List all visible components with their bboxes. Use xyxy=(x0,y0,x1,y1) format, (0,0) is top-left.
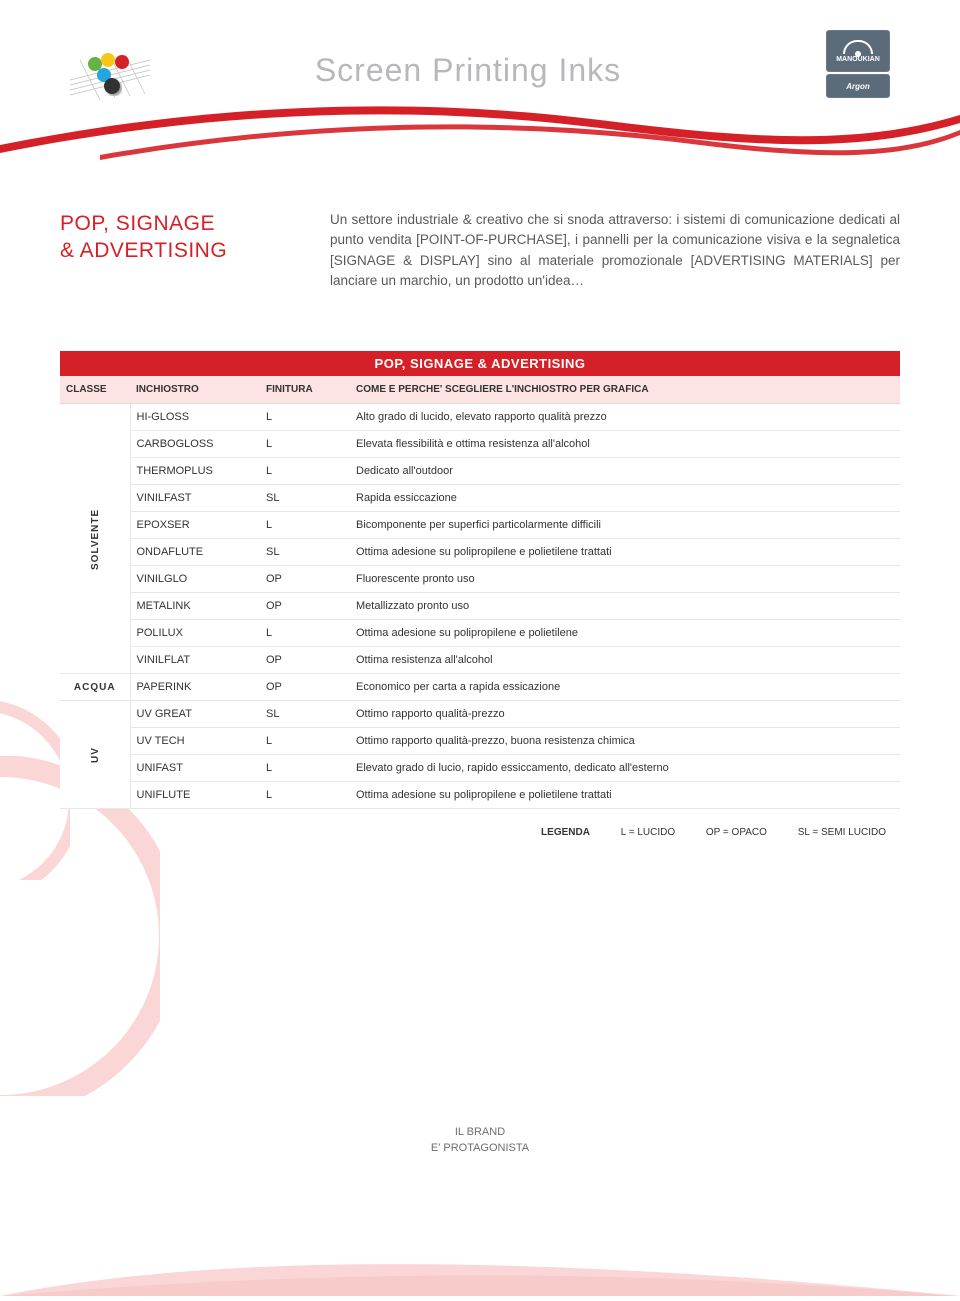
intro-title: POP, SIGNAGE & ADVERTISING xyxy=(60,210,290,291)
finish-cell: SL xyxy=(260,485,350,512)
desc-cell: Rapida essiccazione xyxy=(350,485,900,512)
desc-cell: Bicomponente per superfici particolarmen… xyxy=(350,512,900,539)
table-row: UVUV GREATSLOttimo rapporto qualità-prez… xyxy=(60,701,900,728)
finish-cell: OP xyxy=(260,647,350,674)
ink-cell: UNIFLUTE xyxy=(130,782,260,809)
table-row: ACQUAPAPERINKOPEconomico per carta a rap… xyxy=(60,674,900,701)
finish-cell: OP xyxy=(260,674,350,701)
brand-name-bottom: Argon xyxy=(846,82,870,91)
desc-cell: Fluorescente pronto uso xyxy=(350,566,900,593)
table-row: VINILFLATOPOttima resistenza all'alcohol xyxy=(60,647,900,674)
ink-cell: EPOXSER xyxy=(130,512,260,539)
legend: LEGENDA L = LUCIDO OP = OPACO SL = SEMI … xyxy=(60,827,900,838)
product-table-grid: CLASSE INCHIOSTRO FINITURA COME E PERCHE… xyxy=(60,376,900,809)
footer-tagline: IL BRAND E' PROTAGONISTA xyxy=(0,1125,960,1156)
desc-cell: Dedicato all'outdoor xyxy=(350,458,900,485)
desc-cell: Ottima adesione su polipropilene e polie… xyxy=(350,539,900,566)
table-row: UNIFASTLElevato grado di lucio, rapido e… xyxy=(60,755,900,782)
col-finitura: FINITURA xyxy=(260,376,350,404)
ink-cell: UNIFAST xyxy=(130,755,260,782)
finish-cell: L xyxy=(260,782,350,809)
ink-cell: POLILUX xyxy=(130,620,260,647)
classe-cell: UV xyxy=(60,701,130,809)
finish-cell: L xyxy=(260,458,350,485)
legend-sl: SL = SEMI LUCIDO xyxy=(798,827,886,838)
product-table: POP, SIGNAGE & ADVERTISING CLASSE INCHIO… xyxy=(60,351,900,809)
footer-line2: E' PROTAGONISTA xyxy=(431,1142,529,1154)
finish-cell: SL xyxy=(260,539,350,566)
desc-cell: Economico per carta a rapida essicazione xyxy=(350,674,900,701)
table-header-row: CLASSE INCHIOSTRO FINITURA COME E PERCHE… xyxy=(60,376,900,404)
desc-cell: Ottimo rapporto qualità-prezzo, buona re… xyxy=(350,728,900,755)
desc-cell: Ottima resistenza all'alcohol xyxy=(350,647,900,674)
desc-cell: Metallizzato pronto uso xyxy=(350,593,900,620)
classe-cell: ACQUA xyxy=(60,674,130,701)
decoration-bottom xyxy=(0,1196,960,1296)
ink-cell: UV GREAT xyxy=(130,701,260,728)
legend-label: LEGENDA xyxy=(541,827,590,838)
desc-cell: Ottimo rapporto qualità-prezzo xyxy=(350,701,900,728)
table-row: POLILUXLOttima adesione su polipropilene… xyxy=(60,620,900,647)
finish-cell: L xyxy=(260,431,350,458)
finish-cell: L xyxy=(260,728,350,755)
ink-cell: CARBOGLOSS xyxy=(130,431,260,458)
finish-cell: OP xyxy=(260,593,350,620)
col-classe: CLASSE xyxy=(60,376,130,404)
brand-badge-bottom: Argon xyxy=(826,74,890,98)
intro-body: Un settore industriale & creativo che si… xyxy=(330,210,900,291)
intro-section: POP, SIGNAGE & ADVERTISING Un settore in… xyxy=(60,210,900,291)
table-row: THERMOPLUSLDedicato all'outdoor xyxy=(60,458,900,485)
finish-cell: L xyxy=(260,404,350,431)
ink-cell: VINILFLAT xyxy=(130,647,260,674)
table-row: SOLVENTEHI-GLOSSLAlto grado di lucido, e… xyxy=(60,404,900,431)
desc-cell: Ottima adesione su polipropilene e polie… xyxy=(350,782,900,809)
logo-left-icon xyxy=(60,30,170,110)
ink-cell: HI-GLOSS xyxy=(130,404,260,431)
legend-op: OP = OPACO xyxy=(706,827,767,838)
table-row: CARBOGLOSSLElevata flessibilità e ottima… xyxy=(60,431,900,458)
page-title: Screen Printing Inks xyxy=(315,52,621,89)
brand-badge: MANOUKIAN Argon xyxy=(826,30,890,110)
desc-cell: Ottima adesione su polipropilene e polie… xyxy=(350,620,900,647)
classe-cell: SOLVENTE xyxy=(60,404,130,674)
desc-cell: Elevata flessibilità e ottima resistenza… xyxy=(350,431,900,458)
finish-cell: L xyxy=(260,620,350,647)
brand-badge-top: MANOUKIAN xyxy=(826,30,890,72)
table-row: VINILFASTSLRapida essiccazione xyxy=(60,485,900,512)
intro-title-line2: & ADVERTISING xyxy=(60,239,227,262)
ink-cell: THERMOPLUS xyxy=(130,458,260,485)
col-desc: COME E PERCHE' SCEGLIERE L'INCHIOSTRO PE… xyxy=(350,376,900,404)
ink-cell: VINILFAST xyxy=(130,485,260,512)
table-row: UV TECHLOttimo rapporto qualità-prezzo, … xyxy=(60,728,900,755)
finish-cell: SL xyxy=(260,701,350,728)
legend-l: L = LUCIDO xyxy=(621,827,675,838)
table-row: METALINKOPMetallizzato pronto uso xyxy=(60,593,900,620)
col-inchiostro: INCHIOSTRO xyxy=(130,376,260,404)
table-title: POP, SIGNAGE & ADVERTISING xyxy=(60,351,900,376)
brand-name-top: MANOUKIAN xyxy=(836,56,880,63)
finish-cell: OP xyxy=(260,566,350,593)
table-row: VINILGLOOPFluorescente pronto uso xyxy=(60,566,900,593)
ink-cell: UV TECH xyxy=(130,728,260,755)
table-row: EPOXSERLBicomponente per superfici parti… xyxy=(60,512,900,539)
table-row: UNIFLUTELOttima adesione su polipropilen… xyxy=(60,782,900,809)
desc-cell: Elevato grado di lucio, rapido essiccame… xyxy=(350,755,900,782)
finish-cell: L xyxy=(260,755,350,782)
ink-cell: METALINK xyxy=(130,593,260,620)
ink-cell: VINILGLO xyxy=(130,566,260,593)
table-row: ONDAFLUTESLOttima adesione su polipropil… xyxy=(60,539,900,566)
desc-cell: Alto grado di lucido, elevato rapporto q… xyxy=(350,404,900,431)
ink-cell: ONDAFLUTE xyxy=(130,539,260,566)
header: Screen Printing Inks MANOUKIAN Argon xyxy=(60,0,900,110)
intro-title-line1: POP, SIGNAGE xyxy=(60,212,215,235)
finish-cell: L xyxy=(260,512,350,539)
footer-line1: IL BRAND xyxy=(455,1126,505,1138)
ink-cell: PAPERINK xyxy=(130,674,260,701)
